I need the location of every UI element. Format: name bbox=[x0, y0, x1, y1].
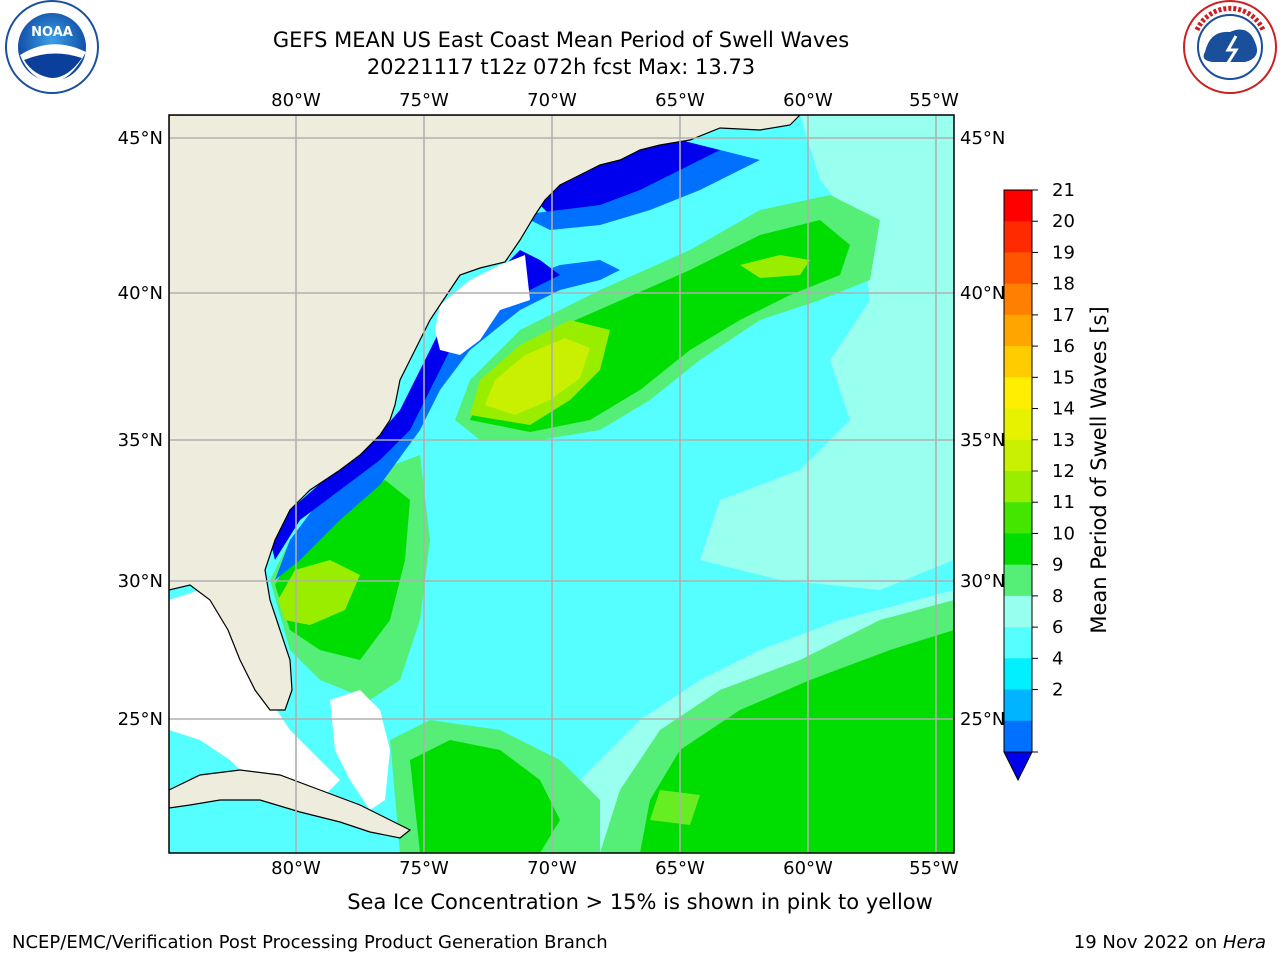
colorbar-tick-label: 13 bbox=[1052, 430, 1075, 451]
colorbar-swatch bbox=[1004, 283, 1032, 316]
colorbar-tick-label: 9 bbox=[1052, 555, 1063, 576]
colorbar-tick-label: 16 bbox=[1052, 336, 1075, 357]
swell-12s-patch-ne bbox=[740, 255, 810, 278]
swell-11s-region-se bbox=[640, 630, 954, 853]
colorbar-swatch bbox=[1004, 346, 1032, 378]
nws-logo bbox=[1183, 0, 1277, 94]
lat-label-right: 35°N bbox=[960, 430, 1005, 451]
noaa-logo: NOAA bbox=[5, 0, 99, 94]
colorbar-tick-label: 4 bbox=[1052, 648, 1063, 669]
colorbar-swatch bbox=[1004, 314, 1032, 347]
colorbar-swatch bbox=[1004, 502, 1032, 534]
lat-label-left: 30°N bbox=[118, 571, 163, 592]
credit-text: NCEP/EMC/Verification Post Processing Pr… bbox=[12, 932, 608, 953]
lon-label-top: 70°W bbox=[527, 90, 577, 111]
colorbar-tick-label: 20 bbox=[1052, 211, 1075, 232]
colorbar-tick-label: 6 bbox=[1052, 617, 1063, 638]
swell-2s-coastal-band bbox=[270, 250, 560, 560]
sea-ice-caption: Sea Ice Concentration > 15% is shown in … bbox=[347, 890, 933, 914]
colorbar-tick-label: 11 bbox=[1052, 492, 1075, 513]
lon-label-bottom: 55°W bbox=[909, 858, 959, 879]
lon-label-bottom: 75°W bbox=[399, 858, 449, 879]
colorbar-swatch bbox=[1004, 720, 1032, 753]
colorbar-underflow-arrow bbox=[1003, 751, 1033, 782]
lat-label-left: 45°N bbox=[118, 128, 163, 149]
chart-title: GEFS MEAN US East Coast Mean Period of S… bbox=[272, 28, 850, 52]
map-panel bbox=[169, 115, 954, 853]
lon-label-bottom: 60°W bbox=[783, 858, 833, 879]
colorbar-swatch bbox=[1004, 408, 1032, 441]
no-data-patch-bahamas bbox=[330, 690, 390, 810]
lat-label-right: 45°N bbox=[960, 128, 1005, 149]
colorbar-tick-label: 17 bbox=[1052, 305, 1075, 326]
colorbar-swatch bbox=[1004, 627, 1032, 659]
lat-label-right: 40°N bbox=[960, 283, 1005, 304]
lat-label-left: 35°N bbox=[118, 430, 163, 451]
lon-label-bottom: 80°W bbox=[271, 858, 321, 879]
land-north-america bbox=[169, 115, 801, 711]
map-frame bbox=[168, 114, 955, 854]
colorbar-swatch bbox=[1004, 533, 1032, 566]
date-stamp: 19 Nov 2022 on Hera bbox=[1074, 932, 1266, 953]
lon-label-top: 65°W bbox=[655, 90, 705, 111]
land-cuba bbox=[169, 769, 412, 839]
noaa-logo-text: NOAA bbox=[31, 25, 73, 40]
lon-label-top: 80°W bbox=[271, 90, 321, 111]
colorbar-swatch bbox=[1004, 252, 1032, 285]
graticule bbox=[169, 115, 954, 853]
swell-12s-patch-se bbox=[650, 790, 700, 825]
swell-13s-patch-north bbox=[485, 338, 590, 415]
lon-label-bottom: 70°W bbox=[527, 858, 577, 879]
colorbar-swatch bbox=[1004, 658, 1032, 691]
swell-12s-patch-sw bbox=[278, 560, 360, 625]
lat-label-left: 25°N bbox=[118, 709, 163, 730]
colorbar-swatch bbox=[1004, 564, 1032, 597]
lon-label-top: 60°W bbox=[783, 90, 833, 111]
colorbar-tick-label: 21 bbox=[1052, 180, 1075, 201]
colorbar-swatch bbox=[1004, 689, 1032, 722]
colorbar-swatch bbox=[1004, 190, 1032, 222]
lat-label-right: 30°N bbox=[960, 571, 1005, 592]
host-text: Hera bbox=[1222, 932, 1266, 953]
colorbar-label: Mean Period of Swell Waves [s] bbox=[1087, 306, 1111, 633]
no-data-patch-nj bbox=[435, 255, 530, 355]
colorbar-tick-label: 14 bbox=[1052, 399, 1075, 420]
colorbar-tick-label: 15 bbox=[1052, 367, 1075, 388]
swell-2s-gulf-of-maine bbox=[530, 140, 720, 215]
no-data-patch-gulf bbox=[169, 590, 340, 800]
colorbar-swatch bbox=[1004, 377, 1032, 410]
colorbar-tick-label: 10 bbox=[1052, 523, 1075, 544]
lat-label-right: 25°N bbox=[960, 709, 1005, 730]
colorbar: 21 20 19 18 17 16 15 14 13 12 11 10 9 8 6 4 2 bbox=[1003, 180, 1075, 782]
lon-label-top: 75°W bbox=[399, 90, 449, 111]
date-text: 19 Nov 2022 on bbox=[1073, 932, 1223, 953]
colorbar-swatch bbox=[1004, 439, 1032, 472]
lon-label-top: 55°W bbox=[909, 90, 959, 111]
lat-label-left: 40°N bbox=[118, 283, 163, 304]
colorbar-tick-label: 12 bbox=[1052, 461, 1075, 482]
swell-9s-region-ne bbox=[700, 115, 954, 590]
colorbar-tick-label: 18 bbox=[1052, 274, 1075, 295]
swell-4s-gulf-of-maine bbox=[520, 150, 760, 230]
colorbar-swatch bbox=[1004, 595, 1032, 628]
lon-label-bottom: 65°W bbox=[655, 858, 705, 879]
colorbar-tick-label: 8 bbox=[1052, 586, 1063, 607]
colorbar-tick-label: 19 bbox=[1052, 242, 1075, 263]
colorbar-swatch bbox=[1004, 471, 1032, 503]
swell-4s-coastal-band bbox=[275, 260, 620, 580]
forecast-subtitle: 20221117 t12z 072h fcst Max: 13.73 bbox=[366, 55, 756, 79]
colorbar-tick-label: 2 bbox=[1052, 680, 1063, 701]
swell-11s-region-caribbean bbox=[410, 740, 560, 853]
colorbar-swatch bbox=[1004, 221, 1032, 253]
